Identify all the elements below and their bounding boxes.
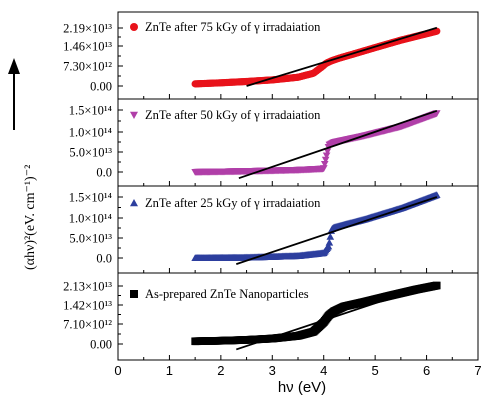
linear-fit-line [236, 281, 438, 351]
data-point [432, 191, 441, 199]
legend-label: As-prepared ZnTe Nanoparticles [145, 287, 309, 301]
y-tick-label: 1.0×10¹⁴ [69, 212, 112, 226]
y-tick-label: 1.5×10¹⁴ [69, 191, 112, 205]
data-point [324, 242, 333, 250]
linear-fit-line [238, 109, 438, 180]
data-point [321, 156, 330, 164]
y-tick-label: 2.13×10¹³ [63, 280, 112, 294]
legend-label: ZnTe after 25 kGy of γ irradaiation [145, 196, 321, 210]
legend-marker [130, 23, 138, 31]
x-tick-label: 3 [269, 363, 276, 378]
panel-4: 0.00 7.10×10¹² 1.42×10¹³ 2.13×10¹³ As-prepar… [63, 272, 479, 361]
panel-1: 0.00 7.30×10¹² 1.46×10¹³ 2.19×10¹³ ZnTe afte… [63, 11, 479, 100]
y-tick-label: 0.00 [90, 338, 112, 352]
y-tick-label: 7.10×10¹² [63, 318, 112, 332]
y-tick-label: 1.5×10¹⁴ [69, 104, 112, 118]
y-axis-title-group: (αhν)²(eV. cm⁻¹)⁻² [8, 58, 38, 270]
x-tick-label: 0 [114, 363, 121, 378]
panel-2: 0.0 5.0×10¹³ 1.0×10¹⁴ 1.5×10¹⁴ ZnTe after 50… [69, 98, 479, 187]
y-tick-label: 5.0×10¹³ [69, 146, 112, 160]
y-tick-label: 0.0 [96, 166, 112, 180]
data-point [432, 281, 441, 290]
y-tick-label: 1.0×10¹⁴ [69, 126, 112, 140]
data-point [320, 165, 328, 173]
linear-fit-line [236, 196, 438, 265]
shared-x-axis: 0 1 2 3 4 5 6 7 [114, 363, 481, 378]
x-tick-label: 5 [372, 363, 379, 378]
data-point [322, 152, 331, 160]
panels-container: 0.00 7.30×10¹² 1.46×10¹³ 2.19×10¹³ ZnTe afte… [63, 11, 479, 361]
panel-3: 0.0 5.0×10¹³ 1.0×10¹⁴ 1.5×10¹⁴ ZnTe after 25… [69, 185, 479, 274]
y-tick-label: 7.30×10¹² [63, 60, 112, 74]
y-axis-title: (αhν)²(eV. cm⁻¹)⁻² [23, 165, 38, 270]
x-tick-label: 6 [423, 363, 430, 378]
y-tick-label: 1.42×10¹³ [63, 299, 112, 313]
data-point [433, 27, 441, 35]
data-point [325, 238, 334, 246]
y-tick-label: 0.00 [90, 80, 112, 94]
legend-marker [130, 111, 138, 119]
legend-marker [130, 199, 138, 207]
x-tick-label: 4 [320, 363, 327, 378]
data-point [320, 160, 329, 168]
x-tick-label: 7 [474, 363, 481, 378]
series-markers [191, 27, 441, 88]
y-tick-label: 1.46×10¹³ [63, 40, 112, 54]
data-point [323, 148, 332, 156]
y-tick-label: 5.0×10¹³ [69, 232, 112, 246]
legend-label: ZnTe after 50 kGy of γ irradaiation [145, 108, 321, 122]
linear-fit-line [246, 26, 438, 87]
y-axis-arrow-head [8, 58, 20, 74]
x-tick-label: 1 [166, 363, 173, 378]
legend-marker [130, 290, 138, 298]
x-tick-label: 2 [217, 363, 224, 378]
data-point [326, 232, 335, 240]
x-axis-title: hν (eV) [278, 379, 326, 396]
y-tick-label: 0.0 [96, 252, 112, 266]
legend-label: ZnTe after 75 kGy of γ irradaiation [145, 20, 321, 34]
y-tick-label: 2.19×10¹³ [63, 22, 112, 36]
